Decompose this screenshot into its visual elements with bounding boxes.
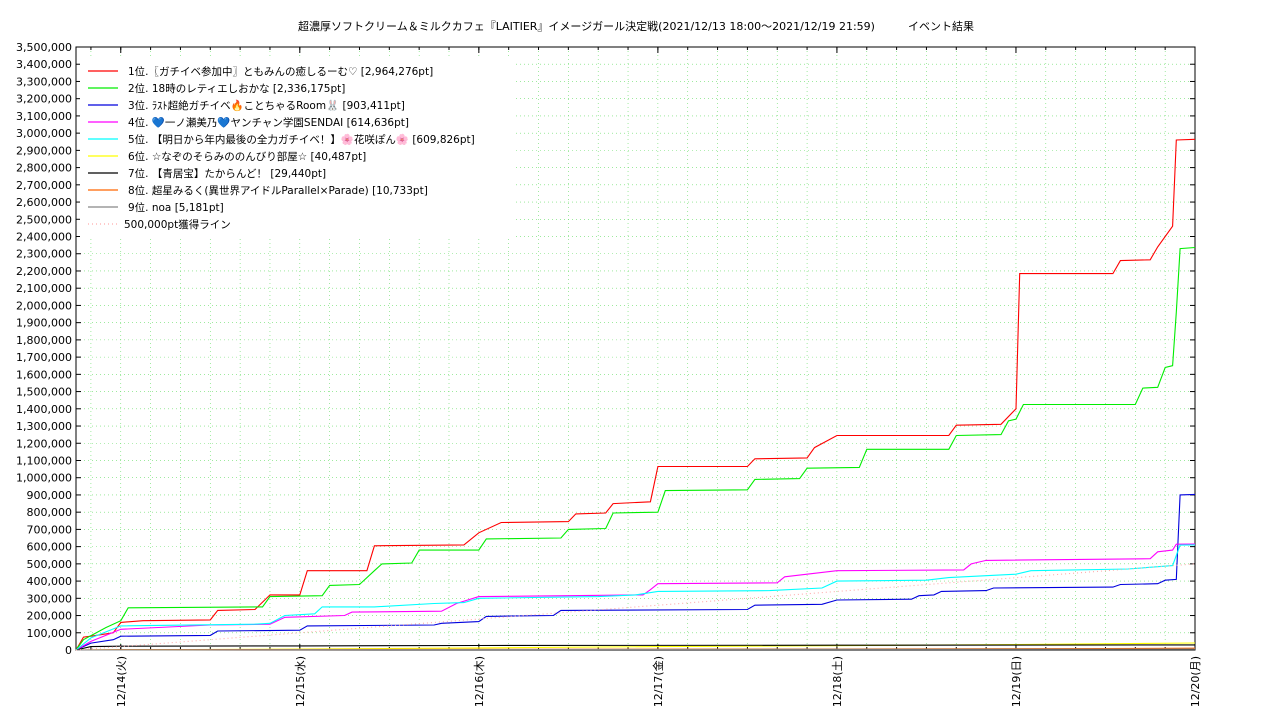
- legend-label: 3位. ﾗｽﾄ超絶ガチイベ🔥ことちゃるRoom🐰 [903,411pt]: [128, 99, 405, 112]
- x-tick-label: 12/18(土): [831, 656, 844, 707]
- y-tick-label: 300,000: [27, 592, 73, 605]
- y-tick-label: 700,000: [27, 523, 73, 536]
- y-tick-label: 2,000,000: [16, 299, 72, 312]
- legend-label: 5位. 【明日から年内最後の全力ガチイベ！】🌸花咲ぽん🌸 [609,826pt]: [128, 133, 475, 146]
- x-tick-label: 12/16(木): [473, 656, 486, 707]
- y-tick-label: 1,200,000: [16, 437, 72, 450]
- series-line-2: [75, 246, 1196, 651]
- series-line-9: [75, 648, 1196, 651]
- plot-frame: [75, 46, 1196, 651]
- y-tick-label: 1,500,000: [16, 386, 72, 399]
- x-tick-label: 12/19(日): [1010, 656, 1023, 707]
- series-line-4: [75, 543, 1196, 651]
- y-tick-label: 900,000: [27, 489, 73, 502]
- series-line-3: [75, 493, 1196, 651]
- legend-label: 8位. 超星みるく(異世界アイドルParallel×Parade) [10,73…: [128, 184, 428, 197]
- y-tick-label: 2,600,000: [16, 196, 72, 209]
- y-tick-label: 600,000: [27, 541, 73, 554]
- series-lines: [75, 138, 1196, 651]
- legend-label: 6位. ☆なぞのそらみののんびり部屋☆ [40,487pt]: [128, 150, 366, 163]
- y-tick-label: 3,300,000: [16, 75, 72, 88]
- y-tick-label: 3,100,000: [16, 110, 72, 123]
- y-tick-label: 2,900,000: [16, 144, 72, 157]
- y-tick-label: 2,200,000: [16, 265, 72, 278]
- legend-background: [80, 57, 513, 237]
- series-line-7: [75, 644, 1196, 651]
- legend-label: 7位. 【青居宝】たからんど！ [29,440pt]: [128, 167, 326, 180]
- y-tick-label: 500,000: [27, 558, 73, 571]
- chart-title: 超濃厚ソフトクリーム＆ミルクカフェ『LAITIER』イメージガール決定戦(202…: [298, 19, 974, 33]
- legend-label: 9位. noa [5,181pt]: [128, 201, 224, 214]
- y-tick-label: 1,800,000: [16, 334, 72, 347]
- x-axis: 12/14(火) 12/15(水) 12/16(木) 12/17(金) 12/18(土)…: [90, 47, 1202, 707]
- legend: 1位.〖ガチイベ参加中〗ともみんの癒しるーむ♡ [2,964,276pt] 2位.…: [80, 57, 513, 237]
- y-tick-label: 2,100,000: [16, 282, 72, 295]
- y-tick-label: 3,000,000: [16, 127, 72, 140]
- x-tick-label: 12/17(金): [651, 656, 665, 707]
- y-tick-label: 1,400,000: [16, 403, 72, 416]
- legend-label: 1位.〖ガチイベ参加中〗ともみんの癒しるーむ♡ [2,964,276pt]: [128, 65, 433, 78]
- y-tick-label: 1,600,000: [16, 368, 72, 381]
- legend-label: 500,000pt獲得ライン: [124, 218, 231, 231]
- y-tick-label: 2,500,000: [16, 213, 72, 226]
- y-tick-label: 100,000: [27, 627, 73, 640]
- y-tick-label: 0: [65, 644, 72, 657]
- y-tick-label: 2,700,000: [16, 179, 72, 192]
- y-tick-label: 400,000: [27, 575, 73, 588]
- y-tick-label: 3,400,000: [16, 58, 72, 71]
- y-tick-label: 2,800,000: [16, 162, 72, 175]
- x-tick-label: 12/14(火): [115, 656, 128, 707]
- y-tick-label: 800,000: [27, 506, 73, 519]
- y-tick-label: 2,300,000: [16, 248, 72, 261]
- y-axis: 0 100,000 200,000 300,000 400,000 500,000 600,…: [16, 41, 1195, 657]
- y-tick-label: 1,300,000: [16, 420, 72, 433]
- series-line-5: [75, 544, 1196, 651]
- y-tick-label: 3,200,000: [16, 93, 72, 106]
- x-tick-label: 12/15(水): [294, 656, 307, 707]
- series-line-1: [75, 138, 1196, 651]
- y-tick-label: 200,000: [27, 610, 73, 623]
- y-tick-label: 2,400,000: [16, 231, 72, 244]
- y-tick-label: 3,500,000: [16, 41, 72, 54]
- legend-label: 2位. 18時のレティエしおかな [2,336,175pt]: [128, 82, 345, 95]
- y-tick-label: 1,700,000: [16, 351, 72, 364]
- y-tick-label: 1,100,000: [16, 454, 72, 467]
- x-tick-label: 12/20(月): [1189, 656, 1202, 707]
- y-tick-label: 1,000,000: [16, 472, 72, 485]
- y-tick-label: 1,900,000: [16, 317, 72, 330]
- legend-label: 4位. 💙一ノ瀬美乃💙ヤンチャン学園SENDAI [614,636pt]: [128, 116, 409, 129]
